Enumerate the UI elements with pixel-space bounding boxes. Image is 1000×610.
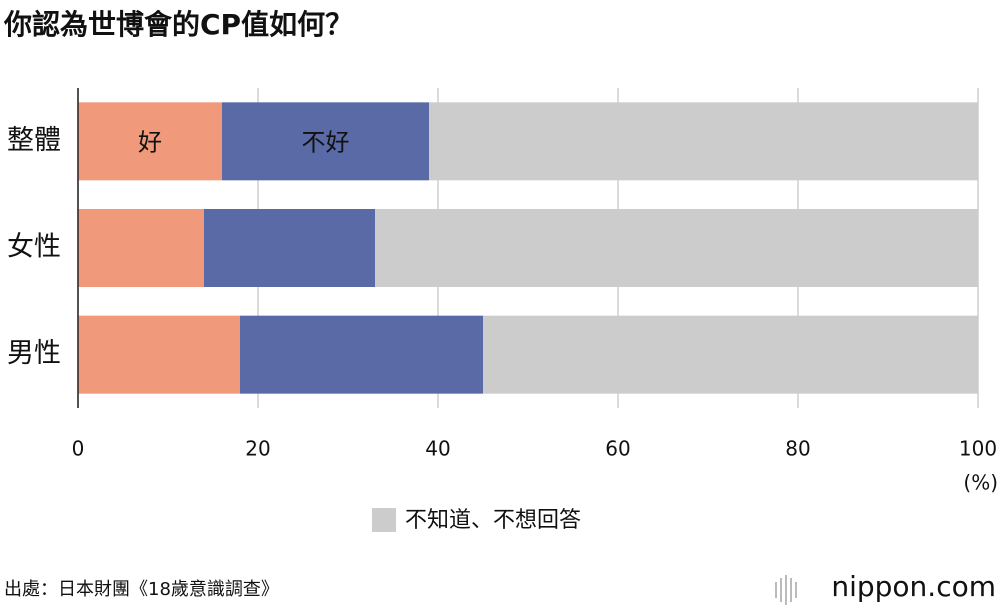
bar-segment [78,102,222,181]
bar-segment [375,209,978,287]
bar-segment [483,315,978,394]
y-tick-label: 女性 [7,232,61,263]
x-tick-label: 100 [959,437,997,461]
bar-segment [204,209,375,287]
logo: nippon.com [831,570,996,603]
logo-icon [775,575,797,605]
x-tick-label: 20 [245,437,270,461]
x-tick-label: 80 [785,437,810,461]
bar-segment [240,315,483,394]
chart-title: 你認為世博會的CP值如何？ [3,8,353,41]
bar-segment [78,209,204,287]
bar-segment [429,102,978,181]
bar-segment [222,102,429,181]
segment-label: 好 [138,128,162,156]
x-tick-label: 0 [72,437,85,461]
x-tick-label: 40 [425,437,450,461]
segment-label: 不好 [302,128,350,156]
source: 出處：日本財團《18歲意識調查》 [4,579,279,600]
x-unit: (%) [963,471,998,495]
bar-segment [78,315,240,394]
y-tick-label: 男性 [7,338,61,369]
legend-label: 不知道、不想回答 [405,508,581,533]
x-tick-label: 60 [605,437,630,461]
legend-swatch [372,508,396,532]
y-tick-label: 整體 [7,125,61,156]
